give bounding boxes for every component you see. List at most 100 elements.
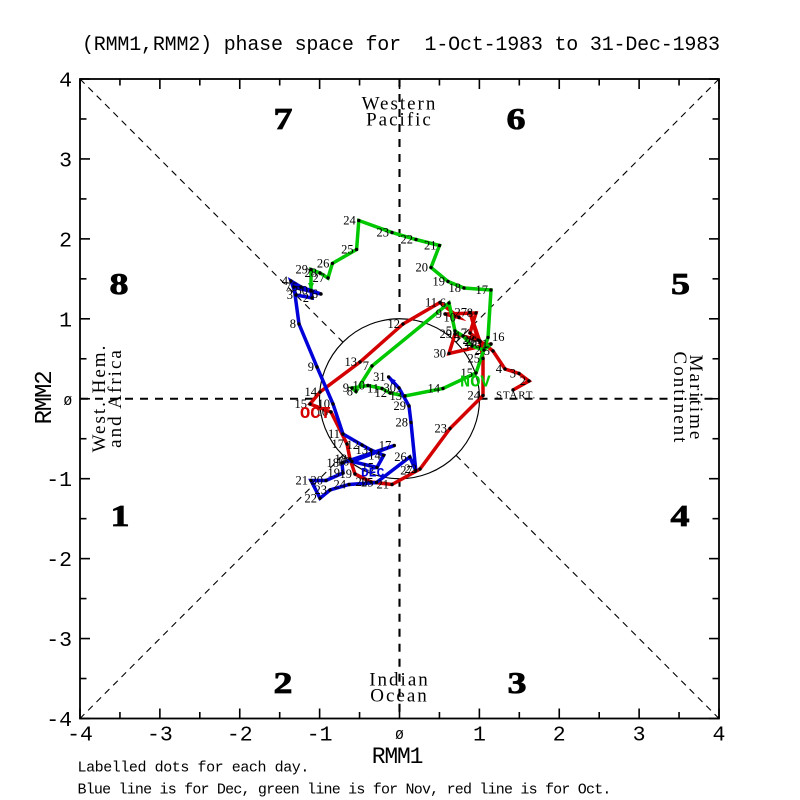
svg-text:Blue line is for Dec, green li: Blue line is for Dec, green line is for … <box>78 782 611 799</box>
svg-text:22: 22 <box>405 462 418 476</box>
svg-text:29: 29 <box>296 263 309 277</box>
svg-text:18: 18 <box>335 452 348 466</box>
svg-text:4: 4 <box>671 498 690 533</box>
svg-text:8: 8 <box>467 306 473 320</box>
svg-text:-1: -1 <box>307 724 333 748</box>
svg-text:2: 2 <box>475 343 481 357</box>
svg-text:-4: -4 <box>46 709 72 733</box>
svg-text:28: 28 <box>463 333 476 347</box>
svg-text:3: 3 <box>510 367 516 381</box>
svg-text:DEC: DEC <box>361 466 385 481</box>
svg-text:22: 22 <box>305 491 318 505</box>
svg-text:19: 19 <box>433 275 446 289</box>
svg-text:13: 13 <box>356 443 369 457</box>
svg-text:START.: START. <box>496 390 536 402</box>
svg-text:6: 6 <box>471 334 477 348</box>
svg-text:29: 29 <box>394 399 407 413</box>
svg-text:4: 4 <box>496 362 503 376</box>
svg-text:3: 3 <box>287 288 293 302</box>
svg-text:OCT: OCT <box>300 405 331 424</box>
svg-text:23: 23 <box>315 483 328 497</box>
svg-text:7: 7 <box>363 359 369 373</box>
svg-text:28: 28 <box>305 266 318 280</box>
svg-text:2: 2 <box>274 665 293 700</box>
svg-text:22: 22 <box>401 233 414 247</box>
svg-text:5: 5 <box>671 266 690 301</box>
svg-text:8: 8 <box>110 266 129 301</box>
svg-text:5: 5 <box>446 324 452 338</box>
svg-text:11: 11 <box>367 382 379 396</box>
svg-text:16: 16 <box>316 405 329 419</box>
svg-text:3: 3 <box>59 149 72 173</box>
svg-text:31: 31 <box>373 370 386 384</box>
svg-text:30: 30 <box>296 284 309 298</box>
svg-text:-4: -4 <box>67 724 93 748</box>
svg-text:30: 30 <box>384 381 397 395</box>
svg-text:11: 11 <box>425 296 437 310</box>
svg-text:2: 2 <box>59 229 72 253</box>
svg-text:15: 15 <box>295 397 308 411</box>
svg-text:Indian: Indian <box>369 670 430 691</box>
svg-text:-2: -2 <box>46 549 72 573</box>
svg-text:8: 8 <box>290 317 296 331</box>
svg-text:15: 15 <box>362 461 375 475</box>
svg-text:RMM1: RMM1 <box>372 744 423 770</box>
svg-text:7: 7 <box>274 101 293 136</box>
svg-text:-3: -3 <box>46 629 72 653</box>
svg-text:24: 24 <box>343 214 356 228</box>
svg-text:25: 25 <box>361 476 374 490</box>
svg-text:12: 12 <box>388 317 401 331</box>
svg-text:Ocean: Ocean <box>370 686 429 707</box>
svg-text:4: 4 <box>454 329 461 343</box>
svg-text:RMM2: RMM2 <box>32 372 59 425</box>
svg-text:6: 6 <box>440 296 446 310</box>
svg-text:28: 28 <box>396 416 409 430</box>
svg-text:29: 29 <box>440 327 453 341</box>
svg-text:25: 25 <box>468 352 481 366</box>
svg-text:13: 13 <box>390 389 403 403</box>
svg-text:20: 20 <box>311 474 324 488</box>
svg-text:17: 17 <box>332 437 345 451</box>
svg-text:17: 17 <box>476 283 489 297</box>
svg-text:(RMM1,RMM2) phase space for 1: (RMM1,RMM2) phase space for 1-Oct-1983 t… <box>82 34 720 57</box>
svg-text:20: 20 <box>356 475 369 489</box>
svg-text:-2: -2 <box>227 724 253 748</box>
svg-text:West. Hem.: West. Hem. <box>89 344 110 453</box>
svg-text:5: 5 <box>292 280 298 294</box>
svg-text:and Africa: and Africa <box>105 348 126 448</box>
svg-text:6: 6 <box>507 101 526 136</box>
svg-text:21: 21 <box>424 239 437 253</box>
svg-text:1: 1 <box>473 724 486 748</box>
svg-text:19: 19 <box>328 466 341 480</box>
svg-text:27: 27 <box>455 306 468 320</box>
svg-text:3: 3 <box>463 339 469 353</box>
svg-text:18: 18 <box>449 281 462 295</box>
svg-text:20: 20 <box>416 261 429 275</box>
svg-text:16: 16 <box>492 330 505 344</box>
svg-text:14: 14 <box>305 385 318 399</box>
svg-text:12: 12 <box>347 438 360 452</box>
svg-text:Ø: Ø <box>64 394 72 410</box>
svg-text:26: 26 <box>465 335 478 349</box>
svg-text:30: 30 <box>434 347 447 361</box>
svg-text:NOV: NOV <box>460 374 491 393</box>
svg-text:6: 6 <box>312 287 318 301</box>
svg-text:17: 17 <box>379 439 392 453</box>
svg-text:19: 19 <box>340 467 353 481</box>
svg-text:4: 4 <box>59 70 72 94</box>
svg-text:2: 2 <box>553 724 566 748</box>
svg-text:1: 1 <box>59 309 72 333</box>
svg-text:23: 23 <box>377 226 390 240</box>
svg-text:21: 21 <box>296 474 309 488</box>
svg-text:1: 1 <box>111 498 130 533</box>
svg-text:3: 3 <box>508 665 527 700</box>
svg-text:2: 2 <box>303 291 309 305</box>
svg-text:15: 15 <box>461 366 474 380</box>
svg-text:9: 9 <box>436 307 442 321</box>
svg-text:16: 16 <box>337 455 350 469</box>
svg-text:4: 4 <box>713 724 726 748</box>
svg-text:27: 27 <box>313 271 326 285</box>
svg-text:26: 26 <box>394 450 407 464</box>
svg-text:25: 25 <box>341 243 354 257</box>
svg-text:4: 4 <box>282 274 289 288</box>
